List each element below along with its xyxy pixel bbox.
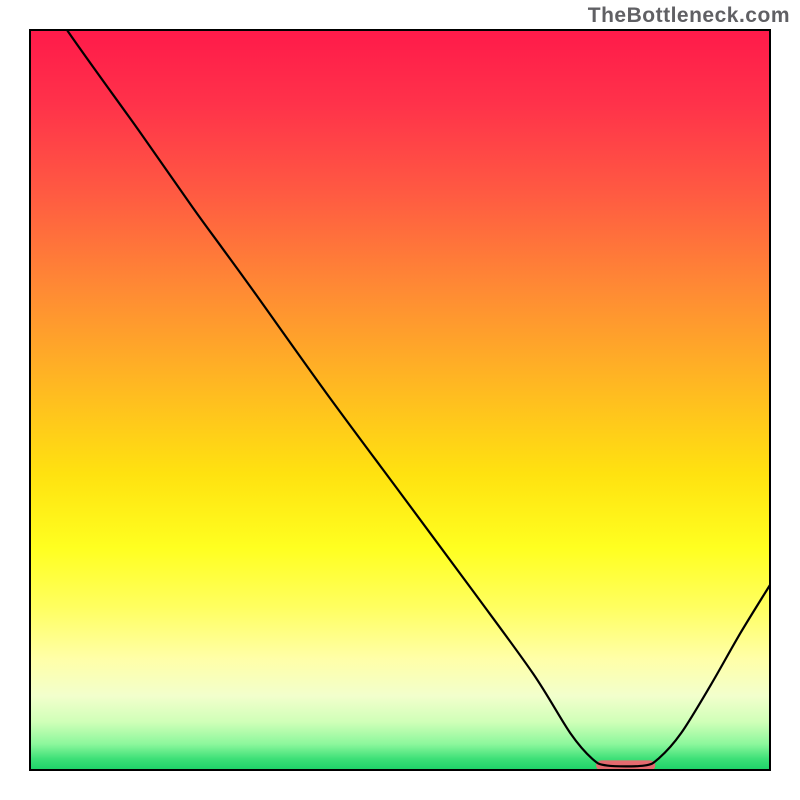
watermark-label: TheBottleneck.com — [588, 4, 790, 28]
bottleneck-chart — [0, 0, 800, 800]
chart-root: TheBottleneck.com — [0, 0, 800, 800]
plot-background-gradient — [30, 30, 770, 770]
